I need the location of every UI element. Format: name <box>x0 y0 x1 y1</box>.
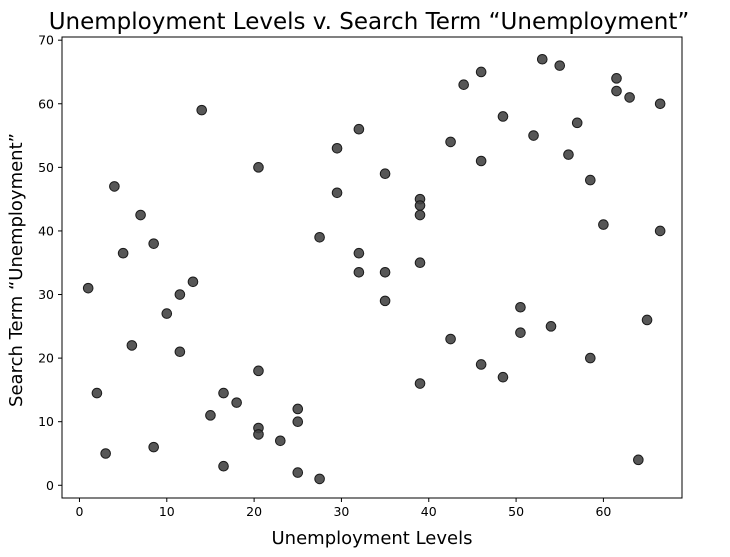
data-point <box>161 308 173 319</box>
data-point <box>292 403 304 415</box>
data-point <box>611 85 622 97</box>
data-point <box>654 225 666 237</box>
data-point <box>585 174 596 186</box>
plot-area: 0 10 20 30 40 50 60 0 10 20 30 40 50 60 70 <box>38 33 683 519</box>
data-point <box>554 60 566 71</box>
data-point <box>135 209 146 221</box>
data-point <box>253 429 264 440</box>
data-point <box>292 416 304 427</box>
y-tick-label: 10 <box>38 414 54 429</box>
data-point <box>253 365 264 377</box>
y-tick-label: 0 <box>46 478 54 493</box>
data-point <box>475 359 487 370</box>
data-point <box>353 266 365 278</box>
data-point <box>218 387 229 399</box>
x-tick-label: 40 <box>421 504 437 519</box>
data-point <box>253 162 264 173</box>
data-point <box>331 142 343 154</box>
data-point <box>117 247 129 259</box>
data-point <box>536 53 548 65</box>
data-point <box>82 282 94 294</box>
y-tick-label: 60 <box>38 96 54 111</box>
data-point <box>545 321 557 332</box>
data-point <box>571 117 583 129</box>
data-point <box>314 231 325 243</box>
data-point <box>100 448 111 459</box>
data-point <box>624 92 635 103</box>
data-point <box>598 219 609 230</box>
data-point <box>205 410 216 421</box>
data-point <box>379 295 391 307</box>
data-point <box>414 209 426 221</box>
x-axis-label: Unemployment Levels <box>272 528 473 549</box>
data-point <box>187 276 199 288</box>
chart-title: Unemployment Levels v. Search Term “Unem… <box>49 9 690 35</box>
data-point <box>445 333 456 345</box>
y-tick-label: 30 <box>38 287 54 302</box>
data-point <box>148 441 159 453</box>
data-point <box>331 187 343 199</box>
data-point <box>585 352 596 364</box>
data-point <box>414 257 426 269</box>
data-point <box>353 247 365 259</box>
y-axis-label: Search Term “Unemployment” <box>6 133 27 407</box>
x-tick-label: 20 <box>246 504 262 519</box>
data-point <box>528 130 539 141</box>
data-point <box>475 66 487 78</box>
data-point <box>633 454 644 466</box>
data-point <box>641 314 653 326</box>
data-point <box>414 200 426 211</box>
data-point <box>148 238 159 249</box>
data-point <box>353 123 365 135</box>
data-point <box>231 397 242 408</box>
y-tick-label: 40 <box>38 223 54 238</box>
data-point <box>458 79 469 90</box>
x-tick-label: 60 <box>595 504 611 519</box>
data-point <box>379 266 391 278</box>
data-point <box>515 327 526 338</box>
data-point <box>292 467 304 478</box>
x-tick-label: 30 <box>333 504 349 519</box>
data-point <box>174 289 186 300</box>
plot-frame <box>61 36 683 499</box>
data-point <box>174 346 186 358</box>
data-point <box>475 155 487 167</box>
data-point <box>611 73 622 84</box>
data-point <box>218 460 229 472</box>
data-point <box>497 371 509 383</box>
x-tick-label: 10 <box>159 504 175 519</box>
data-point <box>563 149 574 160</box>
x-tick-label: 50 <box>508 504 524 519</box>
x-axis: 0 10 20 30 40 50 60 <box>75 498 611 519</box>
data-point <box>445 136 456 148</box>
y-tick-label: 50 <box>38 160 54 175</box>
data-point <box>275 435 286 447</box>
data-point <box>497 111 509 122</box>
data-point <box>379 168 391 180</box>
y-tick-label: 20 <box>38 351 54 366</box>
data-point <box>109 181 120 192</box>
data-point <box>654 98 666 110</box>
y-axis: 0 10 20 30 40 50 60 70 <box>38 33 62 493</box>
x-tick-label: 0 <box>75 504 83 519</box>
data-point <box>91 387 103 399</box>
data-point <box>126 340 138 351</box>
data-points <box>82 53 666 485</box>
data-point <box>515 301 526 313</box>
y-tick-label: 70 <box>38 33 54 48</box>
data-point <box>414 378 426 389</box>
data-point <box>314 473 325 485</box>
data-point <box>196 104 208 116</box>
